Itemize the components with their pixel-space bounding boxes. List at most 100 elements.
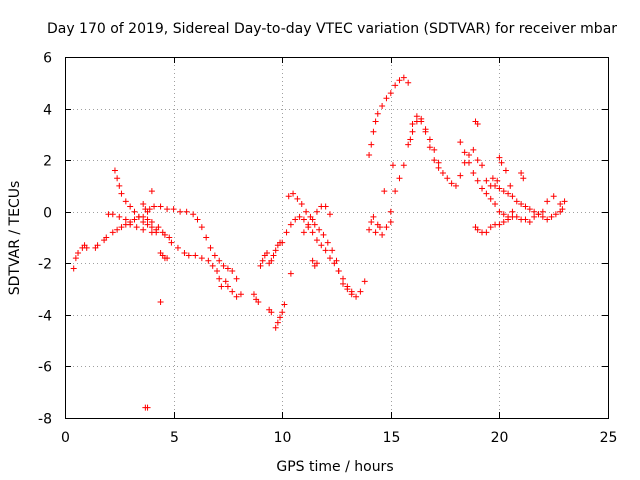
data-point <box>509 193 516 200</box>
data-point <box>487 224 494 231</box>
data-point <box>233 293 240 300</box>
data-point <box>277 314 284 321</box>
data-point <box>109 229 116 236</box>
data-point <box>259 257 266 264</box>
y-tick-label: 2 <box>43 154 52 170</box>
data-point <box>122 198 129 205</box>
data-point <box>400 74 407 81</box>
data-point <box>140 213 147 220</box>
data-point <box>294 195 301 202</box>
data-point <box>526 206 533 213</box>
x-tick-label: 15 <box>383 430 401 446</box>
data-point <box>496 154 503 161</box>
data-point <box>535 211 542 218</box>
data-point <box>157 298 164 305</box>
data-point <box>387 90 394 97</box>
data-point <box>383 95 390 102</box>
y-tick-label: 6 <box>43 51 52 67</box>
data-point <box>296 213 303 220</box>
data-point <box>487 195 494 202</box>
data-point <box>496 185 503 192</box>
data-point <box>457 139 464 146</box>
data-point <box>268 309 275 316</box>
data-point <box>75 249 82 256</box>
series-arc-q <box>407 118 494 189</box>
y-tick-label: -2 <box>38 257 52 273</box>
data-point <box>344 286 351 293</box>
data-point <box>366 151 373 158</box>
data-point <box>422 126 429 133</box>
data-point <box>268 257 275 264</box>
data-point <box>292 216 299 223</box>
data-point <box>298 200 305 207</box>
data-point <box>368 219 375 226</box>
data-point <box>181 249 188 256</box>
data-point <box>552 211 559 218</box>
y-axis: -8 -6 -4 -2 0 2 4 6 <box>38 51 608 428</box>
data-point <box>224 265 231 272</box>
data-point <box>229 268 236 275</box>
y-tick-label: -8 <box>38 412 52 428</box>
y-axis-label: SDTVAR / TECUs <box>7 181 23 296</box>
data-point <box>114 175 121 182</box>
data-point <box>505 190 512 197</box>
data-point <box>177 208 184 215</box>
data-point <box>492 200 499 207</box>
series-arc-e <box>140 200 240 282</box>
data-point <box>140 226 147 233</box>
series-arc-j <box>266 301 288 331</box>
data-point <box>470 146 477 153</box>
data-point <box>461 149 468 156</box>
data-point <box>70 265 77 272</box>
data-point <box>513 198 520 205</box>
data-point <box>194 216 201 223</box>
grid <box>65 57 608 418</box>
data-point <box>539 213 546 220</box>
data-point <box>474 157 481 164</box>
series-arc-m <box>300 203 333 236</box>
data-point <box>272 247 279 254</box>
data-point <box>214 268 221 275</box>
data-point <box>361 278 368 285</box>
data-point <box>435 164 442 171</box>
data-point <box>148 219 155 226</box>
data-point <box>509 208 516 215</box>
data-point <box>131 208 138 215</box>
data-point <box>94 242 101 249</box>
data-point <box>522 203 529 210</box>
data-point <box>444 175 451 182</box>
data-point <box>396 175 403 182</box>
data-point <box>207 244 214 251</box>
x-tick-label: 25 <box>600 430 618 446</box>
data-point <box>116 213 123 220</box>
data-point <box>507 182 514 189</box>
data-point <box>109 211 116 218</box>
data-point <box>329 247 336 254</box>
data-point <box>281 301 288 308</box>
series-arc-p <box>366 113 442 238</box>
series-arc-n <box>309 257 320 269</box>
data-point <box>539 208 546 215</box>
data-point <box>144 404 151 411</box>
data-point <box>114 226 121 233</box>
data-point <box>283 229 290 236</box>
y-tick-label: 4 <box>43 103 52 119</box>
data-point <box>305 224 312 231</box>
data-point <box>250 291 257 298</box>
data-point <box>496 221 503 228</box>
data-point <box>222 278 229 285</box>
data-point <box>518 170 525 177</box>
x-tick-label: 20 <box>491 430 509 446</box>
data-point <box>211 252 218 259</box>
data-point <box>144 216 151 223</box>
data-point <box>483 177 490 184</box>
data-point <box>368 141 375 148</box>
data-point <box>392 188 399 195</box>
y-tick-label: -6 <box>38 360 52 376</box>
data-point <box>489 175 496 182</box>
data-point <box>413 113 420 120</box>
data-point <box>185 252 192 259</box>
data-point <box>311 221 318 228</box>
x-axis-label: GPS time / hours <box>276 459 393 475</box>
